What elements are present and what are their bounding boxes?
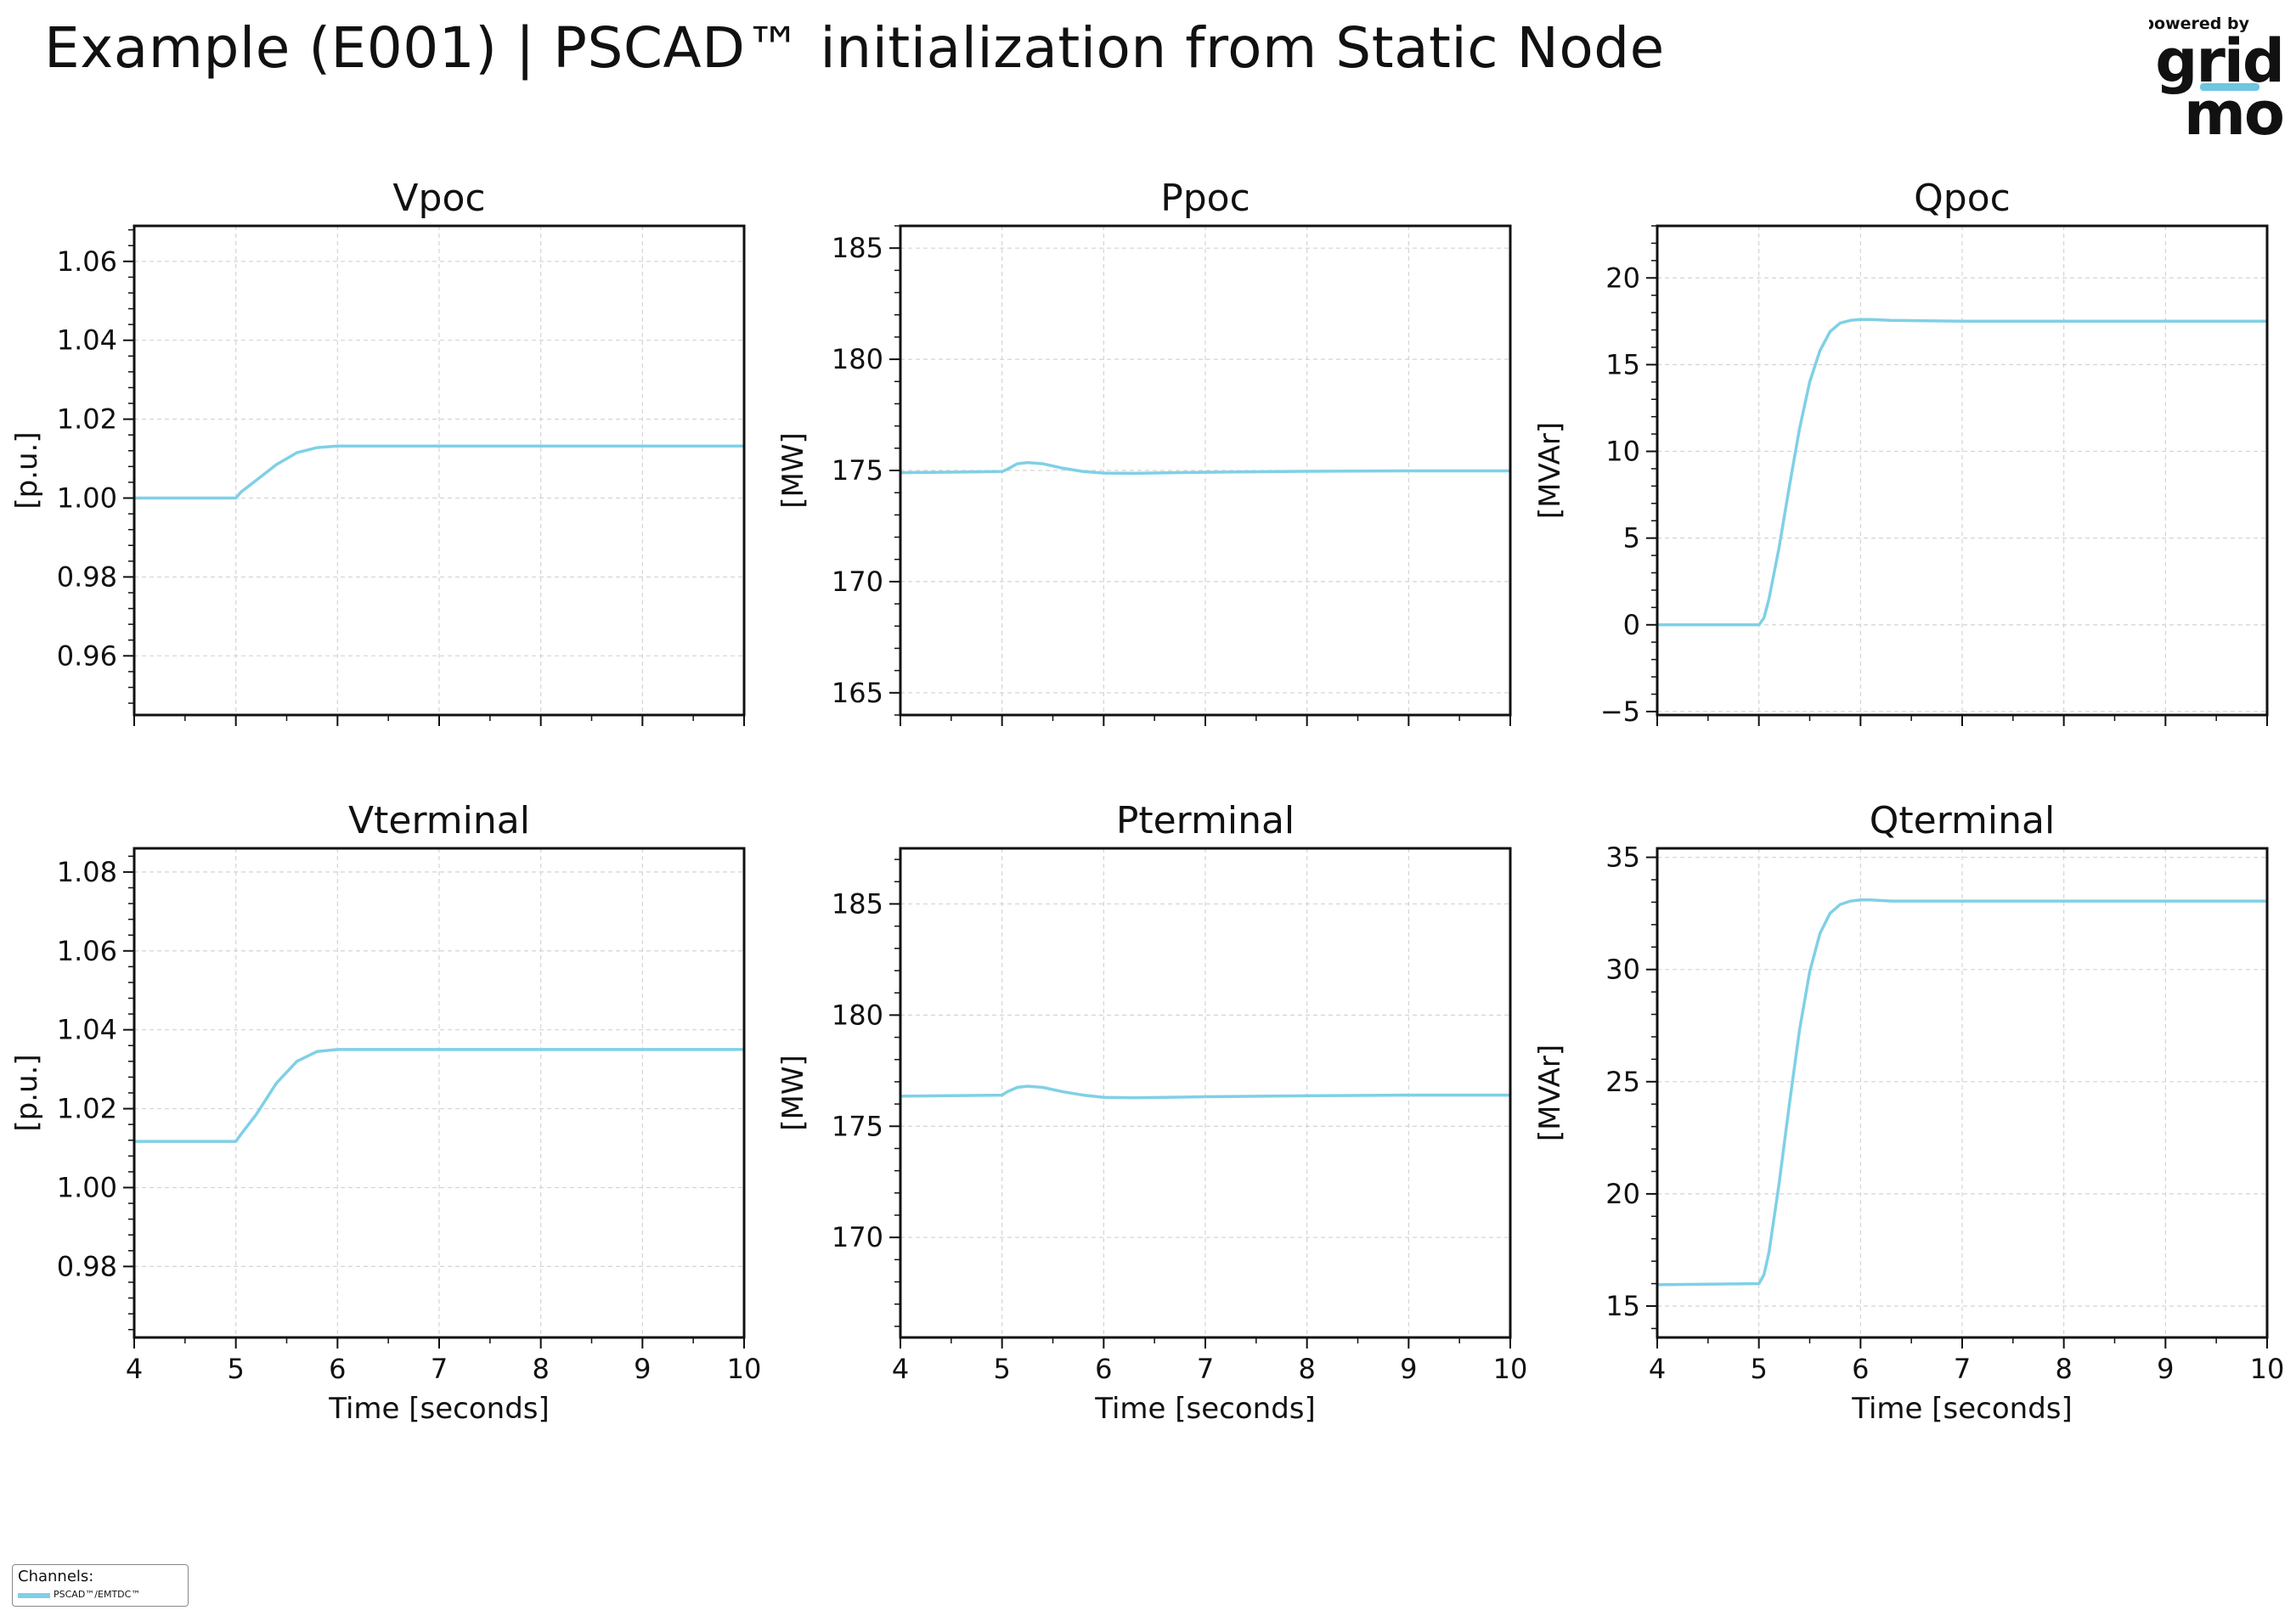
y-tick-label: 175 xyxy=(832,1110,883,1142)
y-tick-label: 0.98 xyxy=(57,560,117,593)
x-tick-label: 10 xyxy=(727,1353,762,1385)
legend-title: Channels: xyxy=(18,1568,94,1585)
x-tick-label: 8 xyxy=(1298,1353,1315,1385)
y-tick-label: 20 xyxy=(1605,1178,1640,1210)
y-tick-label: 1.00 xyxy=(57,1171,117,1203)
series-line xyxy=(1657,318,2267,627)
x-tick-label: 6 xyxy=(1095,1353,1112,1385)
y-tick-label: 25 xyxy=(1605,1066,1640,1098)
y-tick-label: −5 xyxy=(1600,695,1640,728)
plot-frame xyxy=(899,847,1512,1339)
x-tick-label: 8 xyxy=(2055,1353,2072,1385)
plot-frame xyxy=(133,847,746,1339)
plot-frame xyxy=(1656,847,2269,1339)
y-axis-label: [MVAr] xyxy=(1533,422,1567,519)
page-title: Example (E001) | PSCAD™ initialization f… xyxy=(44,15,1665,81)
y-axis-label: [MW] xyxy=(776,1055,810,1130)
plot-frame xyxy=(1656,224,2269,717)
y-tick-label: 1.04 xyxy=(57,1014,117,1046)
x-axis-label: Time [seconds] xyxy=(328,1392,550,1426)
y-tick-label: 1.08 xyxy=(57,856,117,888)
x-tick-label: 7 xyxy=(1954,1353,1971,1385)
chart-qterminal: 15 20 25 30 35 4 5 6 7 8 9 10 Qterminal [MVAr] Time [s… xyxy=(1533,799,2284,1426)
x-tick-label: 4 xyxy=(892,1353,909,1385)
x-tick-label: 5 xyxy=(993,1353,1010,1385)
y-tick-label: 20 xyxy=(1605,262,1640,294)
y-tick-label: 1.02 xyxy=(57,1093,117,1125)
plot-frame xyxy=(899,224,1512,717)
y-axis-label: [p.u.] xyxy=(10,431,44,509)
chart-title: Qpoc xyxy=(1914,177,2011,220)
chart-title: Vterminal xyxy=(348,799,530,842)
x-tick-label: 6 xyxy=(329,1353,346,1385)
series-line xyxy=(134,444,744,500)
x-tick-label: 9 xyxy=(1400,1353,1417,1385)
x-tick-label: 6 xyxy=(1852,1353,1869,1385)
y-tick-label: 15 xyxy=(1605,1290,1640,1322)
series-line xyxy=(134,1048,744,1143)
y-tick-label: 1.06 xyxy=(57,935,117,967)
y-axis-label: [MW] xyxy=(776,432,810,508)
series-line xyxy=(1656,898,2267,1287)
y-tick-label: 35 xyxy=(1605,842,1640,874)
y-tick-label: 30 xyxy=(1605,954,1640,986)
legend-entry-label: PSCAD™/EMTDC™ xyxy=(54,1589,141,1600)
x-tick-label: 9 xyxy=(634,1353,651,1385)
chart-ppoc: 165 170 175 180 185 Ppoc [MW] xyxy=(776,177,1512,726)
x-tick-label: 8 xyxy=(532,1353,549,1385)
logo-powered-by: powered by xyxy=(2149,14,2250,33)
x-tick-label: 7 xyxy=(1197,1353,1214,1385)
y-tick-label: 0.96 xyxy=(57,639,117,672)
series-line xyxy=(900,1084,1510,1100)
y-tick-label: 15 xyxy=(1605,348,1640,380)
chart-title: Ppoc xyxy=(1160,177,1250,220)
y-tick-label: 0.98 xyxy=(57,1250,117,1282)
chart-pterminal: 170 175 180 185 4 5 6 7 8 9 10 Pterminal [MW] Time [s… xyxy=(776,799,1527,1426)
gridmo-logo: powered by grid mo xyxy=(2149,14,2285,141)
y-tick-label: 185 xyxy=(832,232,883,264)
y-tick-label: 1.02 xyxy=(57,403,117,436)
x-tick-label: 10 xyxy=(2250,1353,2285,1385)
x-tick-label: 7 xyxy=(431,1353,448,1385)
y-tick-label: 170 xyxy=(832,1221,883,1253)
y-tick-label: 0 xyxy=(1623,609,1640,641)
x-tick-label: 4 xyxy=(126,1353,143,1385)
series-line xyxy=(900,461,1510,476)
y-tick-label: 5 xyxy=(1623,522,1640,555)
chart-vterminal: 0.98 1.00 1.02 1.04 1.06 1.08 4 5 6 7 8 9 10 Vtermina… xyxy=(10,799,761,1426)
chart-vpoc: 0.96 0.98 1.00 1.02 1.04 1.06 Vpoc [p.u.] xyxy=(10,177,746,726)
plot-frame xyxy=(133,224,746,717)
legend: Channels: PSCAD™/EMTDC™ xyxy=(12,1564,189,1607)
y-tick-label: 165 xyxy=(832,677,883,709)
x-tick-label: 4 xyxy=(1649,1353,1666,1385)
x-axis-label: Time [seconds] xyxy=(1851,1392,2073,1426)
y-tick-label: 180 xyxy=(832,343,883,375)
x-tick-label: 10 xyxy=(1493,1353,1528,1385)
y-tick-label: 170 xyxy=(832,566,883,598)
chart-title: Vpoc xyxy=(392,177,485,220)
x-axis-label: Time [seconds] xyxy=(1094,1392,1316,1426)
logo-word-2: mo xyxy=(2184,79,2283,141)
y-tick-label: 180 xyxy=(832,999,883,1031)
x-tick-label: 5 xyxy=(1750,1353,1767,1385)
legend-swatch xyxy=(18,1593,50,1598)
chart-title: Qterminal xyxy=(1870,799,2055,842)
y-axis-label: [p.u.] xyxy=(10,1054,44,1131)
chart-title: Pterminal xyxy=(1116,799,1295,842)
y-tick-label: 175 xyxy=(832,454,883,487)
y-axis-label: [MVAr] xyxy=(1533,1044,1567,1141)
y-tick-label: 1.04 xyxy=(57,324,117,357)
x-tick-label: 9 xyxy=(2157,1353,2174,1385)
y-tick-label: 1.06 xyxy=(57,245,117,278)
chart-qpoc: −5 0 5 10 15 20 Qpoc [MVAr] xyxy=(1533,177,2269,728)
y-tick-label: 1.00 xyxy=(57,482,117,515)
logo-accent-bar xyxy=(2200,83,2259,91)
y-tick-label: 10 xyxy=(1605,436,1640,468)
y-tick-label: 185 xyxy=(832,887,883,920)
x-tick-label: 5 xyxy=(227,1353,244,1385)
